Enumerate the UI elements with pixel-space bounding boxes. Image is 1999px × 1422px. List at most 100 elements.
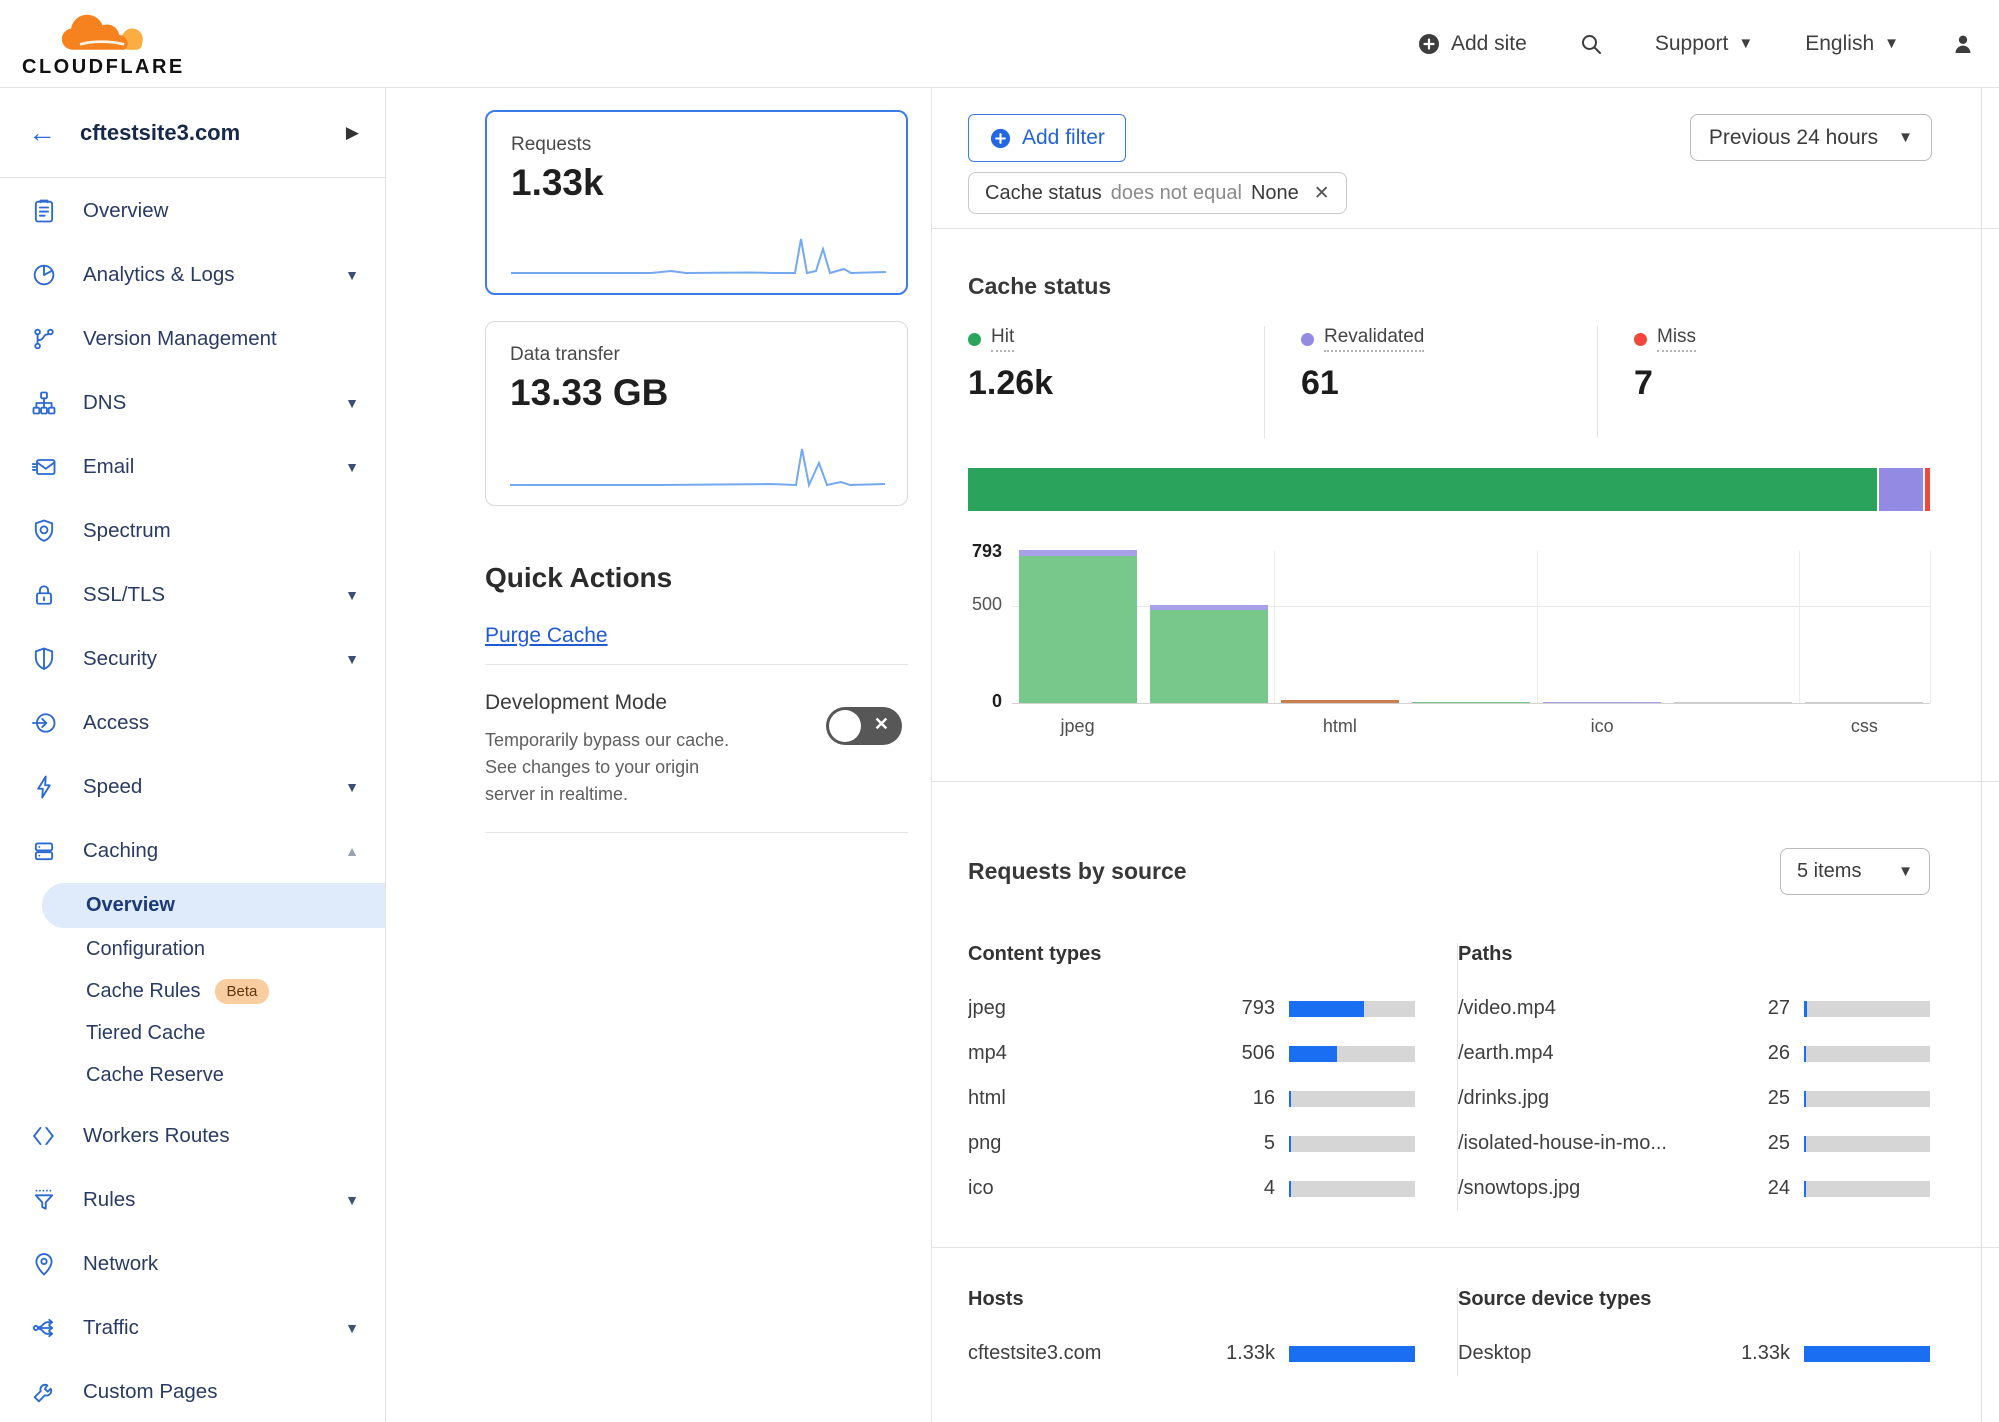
sidebar-item-caching[interactable]: Caching ▲ xyxy=(0,819,385,883)
logo-text: CLOUDFLARE xyxy=(22,55,185,78)
back-arrow-icon[interactable]: ← xyxy=(28,116,56,148)
add-site-button[interactable]: Add site xyxy=(1417,32,1527,56)
row-label: html xyxy=(968,1087,1006,1109)
requests-metric-card[interactable]: Requests 1.33k xyxy=(485,110,908,295)
submenu-item-label: Cache Rules xyxy=(86,979,201,1002)
sidebar-item-email[interactable]: Email ▼ xyxy=(0,435,385,499)
development-mode-toggle[interactable]: ✕ xyxy=(826,707,902,745)
revalidated-label[interactable]: Revalidated xyxy=(1324,326,1425,352)
bar-track xyxy=(1289,1180,1415,1197)
data-transfer-metric-card[interactable]: Data transfer 13.33 GB xyxy=(485,321,908,506)
submenu-item-label: Configuration xyxy=(86,937,205,960)
sidebar-item-label: Analytics & Logs xyxy=(83,263,235,286)
bar-track xyxy=(1804,1180,1930,1197)
chart-bar-ico xyxy=(1543,701,1662,703)
dns-icon xyxy=(30,389,58,417)
sidebar-item-spectrum[interactable]: Spectrum xyxy=(0,499,385,563)
revalidated-segment xyxy=(1877,468,1923,511)
cloudflare-logo[interactable]: CLOUDFLARE xyxy=(22,9,185,79)
sidebar-item-custom-pages[interactable]: Custom Pages xyxy=(0,1360,385,1422)
content-types-column: Content types jpeg 793 mp4 506 html 16 png 5 ico… xyxy=(968,943,1415,1211)
sidebar-item-speed[interactable]: Speed ▼ xyxy=(0,755,385,819)
search-button[interactable] xyxy=(1579,32,1603,56)
revalidated-dot-icon xyxy=(1301,332,1314,346)
caching-icon xyxy=(30,837,58,865)
bar-track xyxy=(1804,1345,1930,1362)
hosts-rows: cftestsite3.com 1.33k xyxy=(968,1331,1415,1376)
submenu-item-label: Overview xyxy=(86,894,175,916)
sidebar-item-label: Workers Routes xyxy=(83,1124,230,1147)
summary-column: Requests 1.33k Data transfer 13.33 GB Qu… xyxy=(386,88,932,1422)
x-label-html: html xyxy=(1322,716,1357,736)
submenu-item-tiered-cache[interactable]: Tiered Cache xyxy=(0,1012,385,1054)
sidebar-item-security[interactable]: Security ▼ xyxy=(0,627,385,691)
sidebar-item-ssl-tls[interactable]: SSL/TLS ▼ xyxy=(0,563,385,627)
items-count-label: 5 items xyxy=(1797,860,1862,882)
bar-fill xyxy=(1289,1045,1337,1062)
chevron-right-icon[interactable]: ▶ xyxy=(345,122,359,142)
hit-segment xyxy=(968,468,1878,511)
email-icon xyxy=(30,453,58,481)
add-filter-button[interactable]: Add filter xyxy=(968,114,1126,162)
paths-rows: /video.mp4 27/earth.mp4 26/drinks.jpg 25/is… xyxy=(1458,986,1930,1211)
miss-label[interactable]: Miss xyxy=(1657,326,1697,352)
chevron-up-icon: ▲ xyxy=(345,843,359,859)
sidebar-item-analytics-logs[interactable]: Analytics & Logs ▼ xyxy=(0,243,385,307)
sidebar-item-access[interactable]: Access xyxy=(0,691,385,755)
spectrum-icon xyxy=(30,517,58,545)
submenu-item-cache-rules[interactable]: Cache Rules Beta xyxy=(0,970,385,1012)
beta-badge: Beta xyxy=(214,978,270,1004)
paths-column: Paths /video.mp4 27/earth.mp4 26/drinks.jp… xyxy=(1458,943,1930,1211)
bar-fill xyxy=(1804,1000,1807,1017)
analytics-panel: Add filter Cache status does not equal N… xyxy=(932,88,1999,1422)
sidebar-item-network[interactable]: Network xyxy=(0,1232,385,1296)
miss-dot-icon xyxy=(1634,332,1647,346)
chevron-down-icon: ▼ xyxy=(345,1192,359,1208)
support-menu[interactable]: Support ▼ xyxy=(1655,32,1753,56)
plus-circle-icon xyxy=(990,128,1011,148)
submenu-item-overview[interactable]: Overview xyxy=(42,883,385,928)
hit-label[interactable]: Hit xyxy=(991,326,1015,352)
chevron-down-icon: ▼ xyxy=(345,779,359,795)
chevron-down-icon: ▼ xyxy=(1898,129,1913,146)
remove-filter-icon[interactable]: ✕ xyxy=(1313,182,1330,204)
analytics-icon xyxy=(30,261,58,289)
submenu-item-label: Cache Reserve xyxy=(86,1063,224,1086)
items-count-dropdown[interactable]: 5 items ▼ xyxy=(1780,848,1930,895)
hosts-column: Hosts cftestsite3.com 1.33k xyxy=(968,1288,1415,1376)
legend-revalidated: Revalidated 61 xyxy=(1264,326,1597,438)
row-value: 25 xyxy=(1767,1087,1790,1109)
table-row: html 16 xyxy=(968,1076,1415,1121)
sidebar-item-traffic[interactable]: Traffic ▼ xyxy=(0,1296,385,1360)
hit-segment xyxy=(1411,701,1530,703)
chart-slot xyxy=(1668,551,1799,703)
x-label-empty xyxy=(1143,716,1274,737)
sidebar-item-label: SSL/TLS xyxy=(83,583,166,606)
time-range-dropdown[interactable]: Previous 24 hours ▼ xyxy=(1689,114,1932,161)
miss-segment xyxy=(1922,468,1930,511)
chevron-down-icon: ▼ xyxy=(345,267,359,283)
divider xyxy=(485,664,908,665)
y-tick-0: 0 xyxy=(991,691,1002,711)
sidebar-item-version-management[interactable]: Version Management xyxy=(0,307,385,371)
row-value: 16 xyxy=(1252,1087,1275,1109)
sidebar-item-workers-routes[interactable]: Workers Routes xyxy=(0,1104,385,1168)
legend-hit: Hit 1.26k xyxy=(968,326,1264,438)
language-menu[interactable]: English ▼ xyxy=(1805,32,1899,56)
row-label: /drinks.jpg xyxy=(1458,1087,1550,1109)
y-tick-793: 793 xyxy=(971,541,1002,561)
purge-cache-link[interactable]: Purge Cache xyxy=(485,624,608,647)
sidebar-item-rules[interactable]: Rules ▼ xyxy=(0,1168,385,1232)
submenu-item-cache-reserve[interactable]: Cache Reserve xyxy=(0,1054,385,1096)
row-label: /snowtops.jpg xyxy=(1458,1177,1581,1199)
none-segment xyxy=(1805,701,1924,703)
cloudflare-cloud-icon xyxy=(62,14,144,50)
user-menu[interactable] xyxy=(1951,32,1975,56)
x-label-css: css xyxy=(1850,716,1878,736)
submenu-item-configuration[interactable]: Configuration xyxy=(0,928,385,970)
sidebar-item-dns[interactable]: DNS ▼ xyxy=(0,371,385,435)
requests-sparkline xyxy=(511,238,886,275)
sidebar-item-overview[interactable]: Overview xyxy=(0,179,385,243)
sidebar-item-label: Security xyxy=(83,647,158,670)
scrollbar-track[interactable] xyxy=(1981,88,1982,1422)
